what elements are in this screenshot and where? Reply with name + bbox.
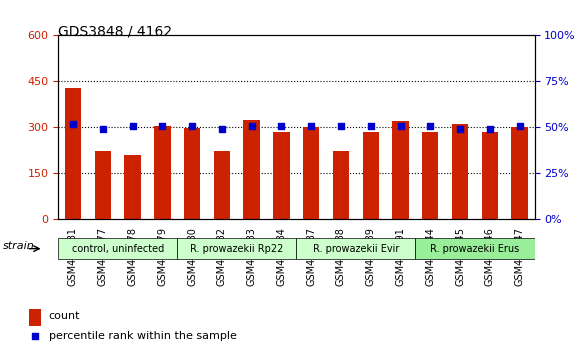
Point: [128, 123, 137, 129]
Point: [98, 126, 107, 132]
Bar: [154, 126, 170, 219]
Text: R. prowazekii Erus: R. prowazekii Erus: [431, 244, 519, 254]
Point: [188, 123, 197, 129]
Bar: [422, 132, 439, 219]
FancyBboxPatch shape: [58, 238, 177, 259]
Bar: [95, 152, 111, 219]
Bar: [482, 132, 498, 219]
Bar: [452, 124, 468, 219]
Point: [336, 123, 346, 129]
Point: [69, 121, 78, 127]
Point: [426, 123, 435, 129]
Bar: [65, 87, 81, 219]
Point: [515, 123, 524, 129]
Text: strain: strain: [3, 241, 35, 251]
Bar: [333, 152, 349, 219]
Point: [396, 123, 405, 129]
Text: count: count: [49, 311, 80, 321]
Bar: [303, 127, 320, 219]
Text: percentile rank within the sample: percentile rank within the sample: [49, 331, 236, 341]
FancyBboxPatch shape: [177, 238, 296, 259]
Point: [157, 123, 167, 129]
Bar: [392, 121, 408, 219]
Bar: [184, 128, 200, 219]
Bar: [124, 155, 141, 219]
Text: control, uninfected: control, uninfected: [71, 244, 164, 254]
Text: R. prowazekii Evir: R. prowazekii Evir: [313, 244, 399, 254]
Point: [366, 123, 375, 129]
Text: GDS3848 / 4162: GDS3848 / 4162: [58, 25, 172, 39]
Bar: [511, 127, 528, 219]
Point: [456, 126, 465, 132]
Point: [217, 126, 227, 132]
Point: [307, 123, 316, 129]
Bar: [363, 132, 379, 219]
FancyBboxPatch shape: [415, 238, 535, 259]
Bar: [273, 132, 289, 219]
Point: [277, 123, 286, 129]
Point: [247, 123, 256, 129]
Bar: [214, 152, 230, 219]
FancyBboxPatch shape: [296, 238, 415, 259]
Bar: [243, 120, 260, 219]
Text: R. prowazekii Rp22: R. prowazekii Rp22: [190, 244, 284, 254]
Point: [325, 226, 335, 232]
Point: [485, 126, 494, 132]
Bar: [29, 309, 41, 326]
